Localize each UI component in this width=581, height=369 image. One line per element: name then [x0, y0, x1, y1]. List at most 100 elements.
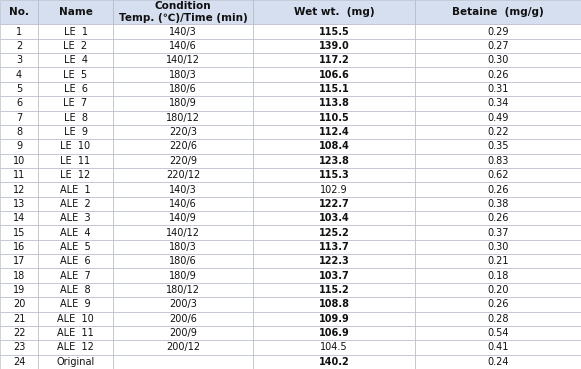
Text: 200/12: 200/12 — [166, 342, 200, 352]
Bar — [415, 326, 581, 340]
Bar — [415, 125, 581, 139]
Bar — [415, 211, 581, 225]
Text: 14: 14 — [13, 213, 25, 223]
Text: 180/3: 180/3 — [169, 70, 197, 80]
Text: 180/9: 180/9 — [169, 99, 197, 108]
Text: 20: 20 — [13, 299, 25, 309]
Bar — [113, 139, 253, 154]
Text: 24: 24 — [13, 357, 25, 367]
Text: ALE  6: ALE 6 — [60, 256, 91, 266]
Text: ALE  10: ALE 10 — [57, 314, 94, 324]
Text: 21: 21 — [13, 314, 25, 324]
Bar — [113, 96, 253, 111]
Bar — [0, 68, 38, 82]
Text: 0.54: 0.54 — [487, 328, 509, 338]
Bar — [113, 0, 253, 24]
Text: ALE  7: ALE 7 — [60, 271, 91, 281]
Text: 112.4: 112.4 — [318, 127, 349, 137]
Text: 113.8: 113.8 — [318, 99, 349, 108]
Bar — [38, 340, 113, 355]
Text: 180/3: 180/3 — [169, 242, 197, 252]
Bar — [415, 39, 581, 53]
Text: 180/12: 180/12 — [166, 285, 200, 295]
Bar — [415, 96, 581, 111]
Bar — [253, 355, 415, 369]
Text: 5: 5 — [16, 84, 22, 94]
Bar — [0, 139, 38, 154]
Text: 0.38: 0.38 — [487, 199, 509, 209]
Text: 117.2: 117.2 — [318, 55, 349, 65]
Text: 122.3: 122.3 — [318, 256, 349, 266]
Bar — [38, 269, 113, 283]
Bar — [0, 154, 38, 168]
Text: 200/6: 200/6 — [169, 314, 197, 324]
Bar — [38, 39, 113, 53]
Text: 140/3: 140/3 — [169, 184, 197, 194]
Text: 2: 2 — [16, 41, 22, 51]
Bar — [113, 211, 253, 225]
Bar — [415, 197, 581, 211]
Text: 0.31: 0.31 — [487, 84, 509, 94]
Bar — [38, 225, 113, 240]
Bar — [415, 269, 581, 283]
Bar — [0, 340, 38, 355]
Bar — [38, 240, 113, 254]
Bar — [38, 297, 113, 311]
Text: 0.26: 0.26 — [487, 213, 509, 223]
Text: LE  7: LE 7 — [63, 99, 88, 108]
Bar — [415, 139, 581, 154]
Text: 115.3: 115.3 — [318, 170, 349, 180]
Bar — [0, 225, 38, 240]
Text: 180/12: 180/12 — [166, 113, 200, 123]
Text: 0.26: 0.26 — [487, 299, 509, 309]
Bar — [253, 82, 415, 96]
Text: 123.8: 123.8 — [318, 156, 349, 166]
Text: 220/12: 220/12 — [166, 170, 200, 180]
Bar — [0, 326, 38, 340]
Bar — [415, 154, 581, 168]
Bar — [253, 154, 415, 168]
Bar — [253, 283, 415, 297]
Text: 180/6: 180/6 — [169, 84, 197, 94]
Text: LE  10: LE 10 — [60, 141, 91, 151]
Bar — [113, 111, 253, 125]
Text: 0.26: 0.26 — [487, 184, 509, 194]
Bar — [0, 53, 38, 68]
Text: ALE  2: ALE 2 — [60, 199, 91, 209]
Bar — [0, 82, 38, 96]
Bar — [415, 53, 581, 68]
Bar — [253, 297, 415, 311]
Bar — [253, 254, 415, 269]
Bar — [415, 340, 581, 355]
Text: ALE  4: ALE 4 — [60, 228, 91, 238]
Bar — [253, 0, 415, 24]
Bar — [0, 96, 38, 111]
Bar — [253, 326, 415, 340]
Bar — [0, 254, 38, 269]
Text: LE  6: LE 6 — [63, 84, 88, 94]
Bar — [0, 311, 38, 326]
Bar — [38, 111, 113, 125]
Bar — [253, 39, 415, 53]
Text: LE  5: LE 5 — [63, 70, 88, 80]
Bar — [415, 225, 581, 240]
Text: 6: 6 — [16, 99, 22, 108]
Bar — [415, 254, 581, 269]
Text: LE  2: LE 2 — [63, 41, 88, 51]
Bar — [38, 197, 113, 211]
Bar — [113, 53, 253, 68]
Text: 140.2: 140.2 — [318, 357, 349, 367]
Text: LE  9: LE 9 — [63, 127, 88, 137]
Text: 140/6: 140/6 — [169, 41, 197, 51]
Bar — [113, 168, 253, 182]
Text: 16: 16 — [13, 242, 25, 252]
Text: 200/3: 200/3 — [169, 299, 197, 309]
Bar — [38, 82, 113, 96]
Text: ALE  3: ALE 3 — [60, 213, 91, 223]
Bar — [38, 139, 113, 154]
Bar — [253, 68, 415, 82]
Bar — [113, 269, 253, 283]
Bar — [113, 254, 253, 269]
Bar — [253, 111, 415, 125]
Bar — [253, 125, 415, 139]
